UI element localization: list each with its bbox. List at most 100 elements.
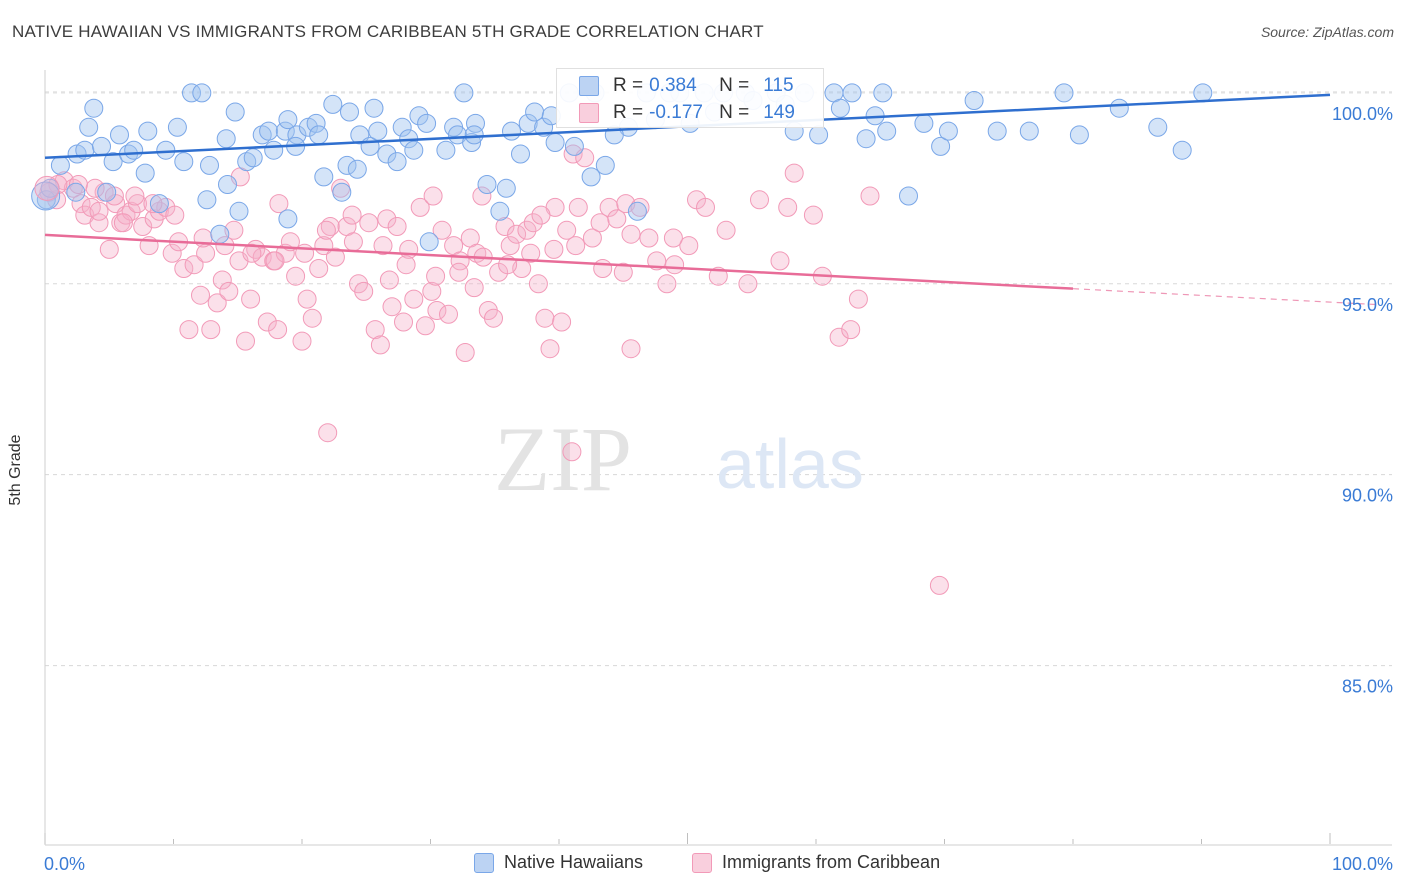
point-caribbean bbox=[89, 213, 109, 233]
point-native-hawaiian bbox=[899, 186, 918, 206]
point-caribbean bbox=[829, 327, 849, 347]
point-caribbean bbox=[778, 197, 798, 217]
point-caribbean bbox=[302, 308, 322, 328]
point-native-hawaiian bbox=[595, 155, 615, 175]
point-native-hawaiian bbox=[877, 121, 897, 141]
point-caribbean bbox=[269, 194, 289, 214]
legend-item-native-hawaiians[interactable]: Native Hawaiians bbox=[474, 852, 643, 873]
chart-title: NATIVE HAWAIIAN VS IMMIGRANTS FROM CARIB… bbox=[12, 22, 764, 41]
point-caribbean bbox=[616, 194, 636, 214]
point-native-hawaiian bbox=[337, 155, 357, 175]
point-caribbean bbox=[71, 194, 91, 214]
point-caribbean bbox=[566, 236, 586, 256]
point-caribbean bbox=[582, 228, 602, 248]
n-label: N = bbox=[719, 75, 750, 96]
point-caribbean bbox=[219, 281, 239, 301]
point-native-hawaiian bbox=[518, 113, 538, 133]
point-caribbean bbox=[394, 312, 413, 332]
legend-item-caribbean[interactable]: Immigrants from Caribbean bbox=[692, 852, 940, 873]
point-native-hawaiian bbox=[502, 121, 521, 141]
point-caribbean bbox=[268, 320, 288, 340]
legend-swatch-pink bbox=[692, 852, 712, 873]
point-caribbean bbox=[665, 255, 685, 275]
point-caribbean bbox=[521, 243, 541, 263]
point-native-hawaiian bbox=[511, 144, 530, 164]
point-caribbean bbox=[500, 236, 520, 256]
point-native-hawaiian bbox=[259, 121, 279, 141]
point-caribbean bbox=[531, 205, 551, 225]
point-native-hawaiian bbox=[490, 201, 510, 221]
point-native-hawaiian bbox=[1172, 140, 1192, 160]
point-native-hawaiian bbox=[545, 133, 565, 152]
point-native-hawaiian bbox=[534, 117, 554, 137]
point-native-hawaiian bbox=[92, 136, 111, 156]
point-caribbean bbox=[841, 320, 861, 340]
point-native-hawaiian bbox=[84, 98, 104, 118]
point-native-hawaiian bbox=[218, 175, 237, 194]
point-native-hawaiian bbox=[275, 121, 295, 141]
point-caribbean bbox=[432, 220, 452, 240]
legend-label: Native Hawaiians bbox=[504, 852, 644, 872]
point-native-hawaiian bbox=[914, 113, 934, 133]
point-native-hawaiian bbox=[368, 121, 388, 141]
point-caribbean bbox=[593, 259, 613, 278]
stats-legend: R = 0.384 N = 115 R = -0.177 N = 149 bbox=[556, 68, 824, 128]
point-native-hawaiian bbox=[387, 152, 407, 172]
point-caribbean bbox=[415, 316, 435, 336]
point-caribbean bbox=[113, 213, 133, 233]
point-caribbean bbox=[621, 224, 641, 244]
point-caribbean bbox=[201, 320, 221, 340]
point-native-hawaiian bbox=[243, 148, 263, 168]
point-caribbean bbox=[535, 308, 555, 328]
point-native-hawaiian bbox=[216, 129, 236, 149]
point-native-hawaiian bbox=[323, 94, 343, 114]
point-caribbean bbox=[464, 278, 484, 298]
point-caribbean bbox=[89, 201, 109, 221]
point-caribbean bbox=[252, 247, 272, 267]
point-caribbean bbox=[174, 259, 194, 278]
point-caribbean bbox=[212, 270, 232, 290]
point-native-hawaiian bbox=[340, 102, 359, 122]
point-caribbean bbox=[121, 201, 141, 221]
point-caribbean bbox=[523, 213, 543, 233]
point-caribbean bbox=[679, 236, 699, 256]
point-native-hawaiian bbox=[174, 152, 194, 172]
point-native-hawaiian bbox=[581, 167, 601, 187]
point-caribbean bbox=[207, 293, 227, 313]
point-caribbean bbox=[929, 575, 949, 595]
r-value: 0.384 bbox=[649, 75, 697, 96]
point-native-hawaiian bbox=[404, 140, 424, 160]
point-caribbean bbox=[387, 217, 407, 236]
y-tick-label: 95.0% bbox=[1342, 295, 1393, 315]
source-credit: Source: ZipAtlas.com bbox=[1260, 24, 1394, 40]
point-caribbean bbox=[657, 274, 677, 294]
point-native-hawaiian bbox=[409, 106, 429, 126]
watermark-atlas: atlas bbox=[716, 425, 864, 503]
point-caribbean bbox=[422, 281, 442, 301]
point-caribbean bbox=[562, 442, 582, 462]
point-caribbean bbox=[365, 320, 385, 340]
x-tick-label-max: 100.0% bbox=[1332, 854, 1393, 874]
watermark: ZIP atlas bbox=[494, 408, 864, 510]
point-caribbean bbox=[404, 289, 424, 309]
point-native-hawaiian bbox=[66, 182, 86, 202]
point-caribbean bbox=[708, 266, 728, 286]
point-native-hawaiian bbox=[477, 175, 497, 194]
point-caribbean bbox=[568, 197, 588, 217]
point-native-hawaiian bbox=[392, 117, 412, 137]
point-caribbean bbox=[265, 251, 285, 271]
point-caribbean bbox=[449, 262, 469, 282]
point-caribbean bbox=[607, 209, 627, 229]
point-caribbean bbox=[320, 217, 340, 236]
point-caribbean bbox=[162, 243, 182, 263]
point-native-hawaiian bbox=[931, 136, 951, 156]
point-native-hawaiian bbox=[167, 117, 187, 137]
point-caribbean bbox=[143, 194, 163, 214]
point-caribbean bbox=[517, 220, 537, 240]
point-caribbean bbox=[621, 339, 641, 359]
point-caribbean bbox=[373, 236, 393, 256]
trend-line-caribbean-extension bbox=[1072, 288, 1381, 306]
point-caribbean bbox=[423, 186, 443, 206]
trend-line-caribbean bbox=[44, 233, 1074, 290]
point-caribbean bbox=[663, 228, 683, 248]
